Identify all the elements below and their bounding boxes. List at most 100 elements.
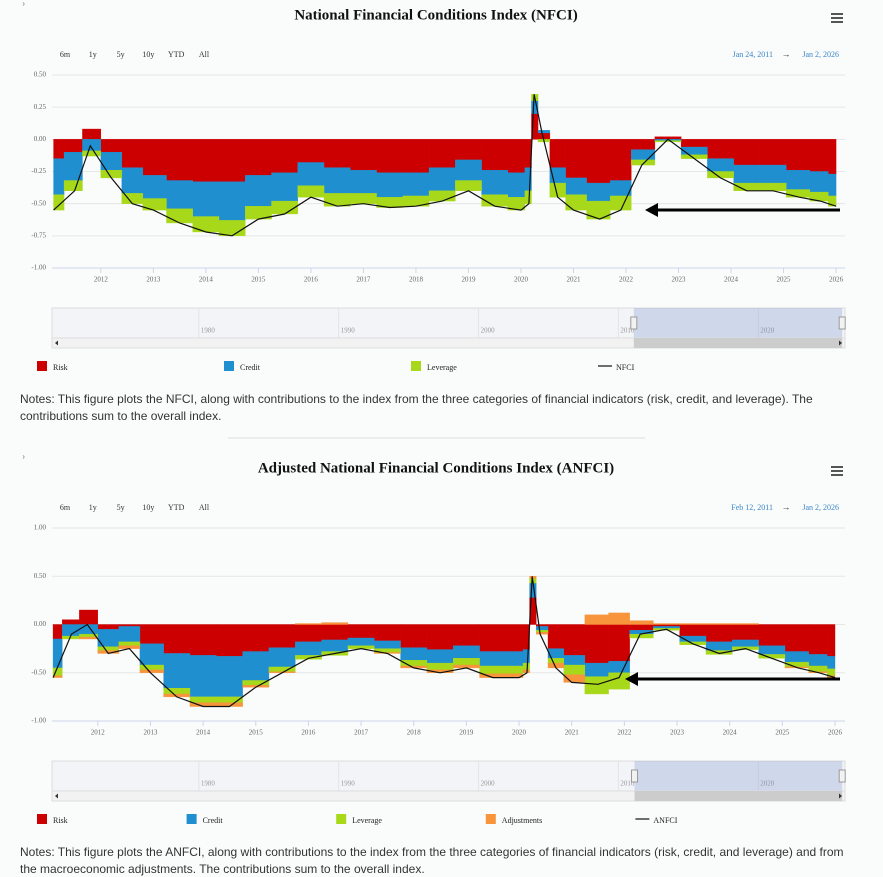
scrollbar-thumb[interactable] [633, 338, 843, 348]
area-segment [118, 624, 141, 627]
area-segment [680, 146, 708, 155]
index-line [53, 94, 837, 237]
legend-symbol[interactable] [186, 814, 197, 824]
area-segment [376, 172, 404, 198]
legend-label[interactable]: Risk [53, 363, 68, 372]
legend-symbol[interactable] [411, 361, 421, 371]
legend-symbol[interactable] [37, 361, 47, 371]
y-tick-label: -0.25 [31, 167, 46, 175]
range-button[interactable]: 6m [60, 503, 71, 512]
range-button[interactable]: 1y [89, 50, 97, 59]
area-segment [295, 623, 322, 625]
menu-icon[interactable] [831, 21, 843, 23]
legend-symbol[interactable] [336, 814, 347, 824]
date-from[interactable]: Jan 24, 2011 [733, 50, 773, 59]
area-segment [809, 139, 829, 172]
scrollbar-thumb[interactable] [634, 791, 843, 801]
area-segment [705, 624, 733, 643]
area-segment [563, 655, 586, 666]
scroll-left[interactable] [55, 793, 58, 799]
area-segment [584, 614, 609, 625]
area-segment [139, 643, 164, 666]
navigator-handle[interactable] [631, 769, 639, 783]
area-segment [295, 641, 322, 656]
x-tick-label: 2013 [146, 276, 161, 284]
legend-label[interactable]: Credit [240, 363, 261, 372]
navigator-handle[interactable] [838, 769, 846, 783]
area-segment [586, 182, 611, 202]
range-button[interactable]: All [199, 503, 210, 512]
range-button[interactable]: 5y [117, 503, 125, 512]
date-from[interactable]: Feb 12, 2011 [731, 503, 773, 512]
area-segment [323, 167, 351, 194]
area-segment [376, 139, 404, 173]
x-tick-label: 2017 [356, 276, 371, 284]
scroll-right[interactable] [839, 793, 842, 799]
chart: › National Financial Conditions Index (NF… [22, 0, 846, 372]
area-segment [827, 195, 837, 207]
y-tick-label: -1.00 [31, 264, 46, 272]
toggle[interactable]: › [22, 0, 25, 9]
x-tick-label: 2014 [196, 729, 211, 737]
range-button[interactable]: All [199, 50, 210, 59]
range-button[interactable]: 6m [60, 50, 71, 59]
chart-title: Adjusted National Financial Conditions I… [258, 460, 614, 476]
legend-symbol[interactable] [37, 814, 47, 824]
scroll-left[interactable] [55, 340, 58, 346]
range-button[interactable]: 5y [117, 50, 125, 59]
menu-icon[interactable] [831, 466, 843, 468]
area-segment [295, 624, 322, 643]
area-segment [268, 624, 296, 648]
area-segment [631, 149, 656, 161]
area-segment [453, 624, 480, 646]
area-segment [705, 623, 733, 625]
menu-icon[interactable] [831, 470, 843, 472]
area-segment [565, 177, 587, 195]
legend-label[interactable]: Risk [53, 816, 68, 825]
range-button[interactable]: YTD [168, 50, 185, 59]
menu-icon[interactable] [831, 17, 843, 19]
navigator-handle[interactable] [630, 316, 638, 330]
area-segment [481, 170, 509, 195]
range-button[interactable]: 1y [89, 503, 97, 512]
legend-label[interactable]: ANFCI [653, 816, 677, 825]
area-segment [524, 190, 532, 204]
date-to[interactable]: Jan 2, 2026 [802, 503, 839, 512]
legend-symbol[interactable] [224, 361, 234, 371]
menu-icon[interactable] [831, 13, 843, 15]
menu-icon[interactable] [831, 474, 843, 476]
area-segment [653, 623, 680, 625]
area-segment [242, 680, 270, 686]
range-button[interactable]: 10y [142, 50, 154, 59]
date-to[interactable]: Jan 2, 2026 [802, 50, 839, 59]
area-segment [271, 172, 298, 202]
area-segment [100, 139, 123, 153]
area-segment [139, 669, 164, 673]
x-tick-label: 2021 [566, 276, 581, 284]
navigator-label: 1990 [341, 780, 356, 788]
legend-label[interactable]: Credit [203, 816, 224, 825]
range-button[interactable]: 10y [142, 503, 154, 512]
legend-label[interactable]: Leverage [427, 363, 457, 372]
range-button[interactable]: YTD [168, 503, 185, 512]
legend-label[interactable]: NFCI [616, 363, 635, 372]
navigator-label: 2000 [481, 780, 496, 788]
area-segment [565, 139, 587, 179]
legend-label[interactable]: Leverage [352, 816, 382, 825]
toggle[interactable]: › [22, 451, 25, 462]
navigator-window[interactable] [634, 761, 843, 791]
area-segment [321, 622, 349, 625]
area-segment [63, 180, 83, 192]
scroll-right[interactable] [839, 340, 842, 346]
area-segment [759, 139, 787, 166]
legend-symbol[interactable] [485, 814, 496, 824]
area-segment [242, 651, 270, 681]
navigator-handle[interactable] [838, 316, 846, 330]
area-segment [121, 167, 144, 194]
area-segment [118, 626, 141, 643]
area-segment [216, 656, 243, 698]
navigator-window[interactable] [633, 308, 843, 338]
legend-label[interactable]: Adjustments [502, 816, 542, 825]
area-segment [808, 624, 828, 655]
area-segment [82, 139, 102, 152]
